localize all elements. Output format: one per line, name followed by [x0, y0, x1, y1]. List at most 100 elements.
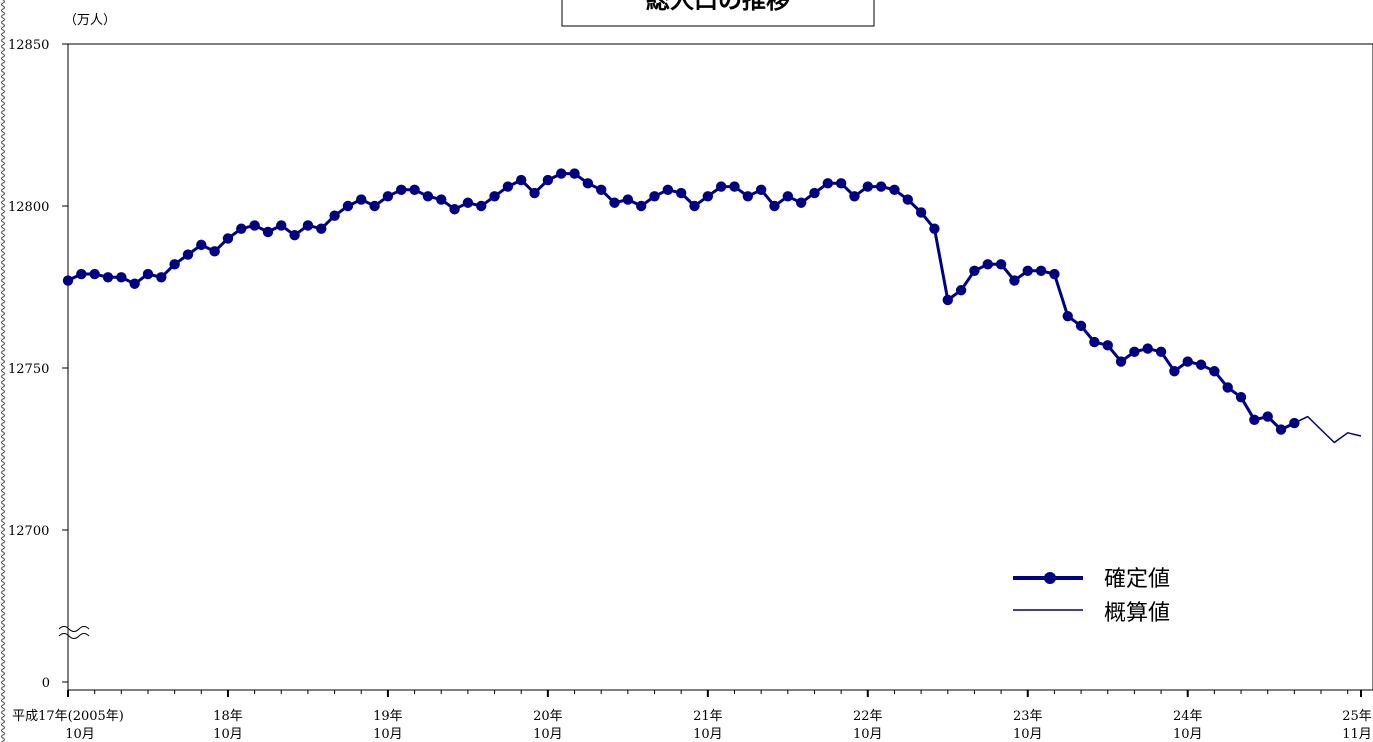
- data-point: [902, 194, 913, 205]
- data-point: [396, 184, 407, 195]
- left-edge-wave: [0, 0, 6, 742]
- data-point: [542, 174, 554, 186]
- data-point: [209, 246, 220, 257]
- data-point: [849, 191, 860, 202]
- data-point: [262, 226, 274, 238]
- legend: 確定値 概算値: [1013, 567, 1170, 626]
- data-point: [742, 191, 754, 202]
- x-label-month: 10月: [853, 727, 883, 742]
- data-point: [889, 184, 900, 195]
- data-point: [116, 272, 127, 283]
- data-point: [502, 181, 514, 192]
- data-point: [1115, 356, 1127, 367]
- data-point: [89, 268, 100, 280]
- data-point: [1209, 366, 1220, 377]
- data-point: [982, 259, 993, 270]
- data-point: [1235, 391, 1247, 403]
- data-point: [1155, 346, 1167, 357]
- data-point: [875, 181, 887, 192]
- y-axis-unit: （万人）: [64, 13, 116, 28]
- data-point: [409, 184, 420, 195]
- x-label-month: 10月: [533, 727, 563, 742]
- data-point: [436, 194, 447, 205]
- x-label-year: 23年: [1013, 709, 1043, 724]
- x-label-month: 10月: [65, 727, 95, 742]
- data-point: [1009, 275, 1020, 286]
- data-point: [422, 191, 434, 202]
- data-point: [702, 191, 714, 202]
- data-point: [822, 178, 834, 189]
- x-label-month: 10月: [1173, 727, 1203, 742]
- data-point: [569, 168, 580, 179]
- y-tick-label: 0: [42, 676, 50, 691]
- data-point: [1262, 411, 1273, 422]
- series-line-confirmed: [67, 172, 1296, 432]
- y-tick-label: 12700: [8, 524, 49, 539]
- legend-label-confirmed: 確定値: [1104, 567, 1170, 592]
- x-label-month: 10月: [693, 727, 723, 742]
- data-point: [182, 249, 194, 260]
- data-point: [582, 178, 594, 189]
- data-point: [156, 272, 167, 283]
- data-point: [289, 229, 300, 241]
- data-point: [276, 220, 287, 231]
- y-tick-label: 12800: [8, 200, 49, 215]
- data-point: [529, 187, 540, 199]
- y-tick-label: 12750: [8, 362, 49, 377]
- data-point: [689, 200, 700, 212]
- data-point: [675, 187, 687, 199]
- data-point: [622, 194, 634, 205]
- data-point: [236, 223, 247, 234]
- data-point: [1075, 320, 1087, 332]
- data-point: [1275, 424, 1287, 435]
- data-point: [915, 207, 927, 218]
- axis-break-mark: [58, 626, 90, 639]
- data-point: [835, 178, 847, 189]
- data-point: [129, 278, 140, 289]
- data-point: [729, 181, 740, 192]
- data-point: [249, 220, 260, 231]
- x-label-year: 18年: [213, 709, 243, 724]
- data-point: [516, 174, 527, 186]
- y-axis-ticks: 12850 12800 12750 12700 0: [8, 38, 68, 691]
- data-point: [1249, 414, 1260, 426]
- data-point: [356, 194, 367, 205]
- x-label-year: 21年: [693, 709, 723, 724]
- chart-title-box: 総人口の推移: [561, 0, 875, 27]
- data-point: [476, 200, 487, 212]
- data-point: [942, 294, 953, 306]
- data-point: [782, 191, 794, 202]
- data-point: [316, 223, 327, 234]
- data-point: [142, 268, 154, 280]
- data-point: [62, 275, 74, 286]
- x-label-year: 19年: [373, 709, 403, 724]
- data-point: [369, 200, 380, 212]
- data-point: [169, 259, 180, 270]
- data-point: [969, 265, 980, 276]
- x-label-year: 22年: [853, 709, 883, 724]
- data-point: [862, 181, 873, 192]
- x-label-month: 10月: [1013, 727, 1043, 742]
- data-point: [329, 210, 340, 221]
- data-point: [1049, 268, 1060, 280]
- data-point: [809, 187, 820, 199]
- data-point: [1035, 265, 1047, 276]
- x-label-year: 24年: [1173, 709, 1203, 724]
- data-point: [1169, 366, 1180, 377]
- series-group: [62, 168, 1362, 444]
- data-point: [649, 191, 660, 202]
- x-label-month: 11月: [1342, 727, 1372, 742]
- data-point: [929, 223, 940, 234]
- data-point: [769, 200, 780, 212]
- data-point: [1142, 343, 1153, 354]
- x-axis-labels: 平成17年(2005年) 10月 18年 10月 19年 10月 20年 10月 21年 10月 2…: [12, 709, 1372, 742]
- data-point: [662, 184, 674, 195]
- data-point: [342, 200, 354, 212]
- data-point: [715, 181, 727, 192]
- y-tick-label: 12850: [8, 38, 49, 53]
- data-point: [755, 184, 767, 195]
- data-point: [382, 191, 394, 202]
- legend-label-estimate: 概算値: [1104, 601, 1170, 626]
